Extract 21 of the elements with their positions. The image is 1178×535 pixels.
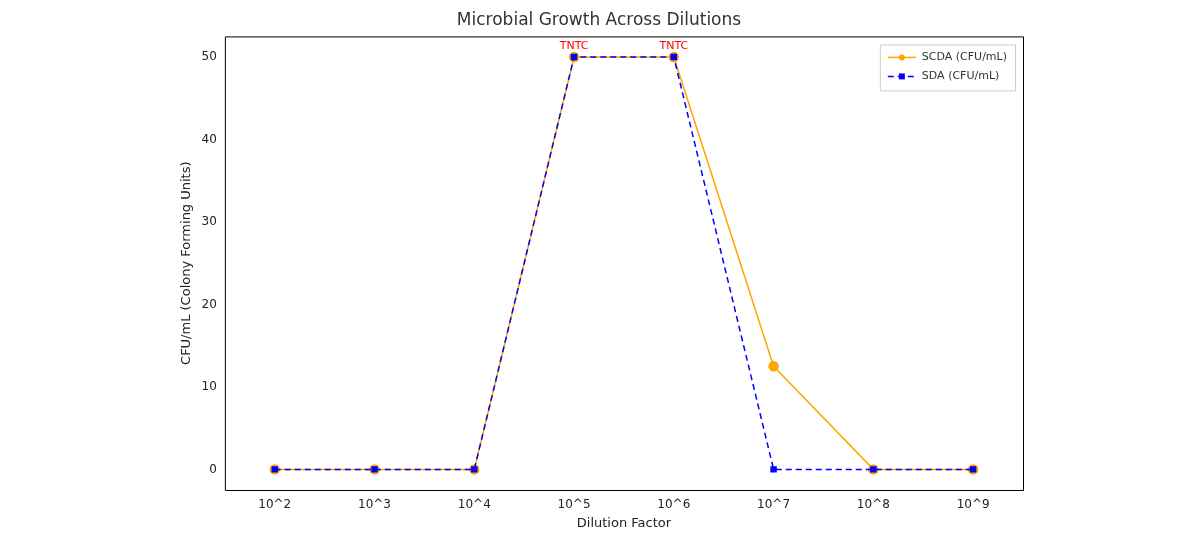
y-tick-label: 50	[201, 49, 217, 64]
y-tick-label: 10	[201, 379, 217, 394]
x-axis-title: Dilution Factor	[576, 514, 672, 530]
x-tick-label: 10^9	[956, 497, 990, 512]
x-tick-label: 10^3	[358, 497, 391, 512]
y-tick-label: 40	[201, 131, 217, 146]
y-axis-title: CFU/mL (Colony Forming Units)	[178, 161, 194, 365]
x-tick-label: 10^4	[457, 497, 491, 512]
y-tick-label: 20	[201, 296, 217, 311]
x-tick-label: 10^2	[258, 497, 292, 512]
y-tick-label: 0	[209, 461, 217, 476]
x-tick-label: 10^7	[757, 497, 791, 512]
x-tick-label: 10^5	[557, 497, 591, 512]
annotation: TNTC	[558, 39, 589, 53]
chart-title: Microbial Growth Across Dilutions	[456, 8, 742, 29]
x-tick-label: 10^8	[856, 497, 890, 512]
legend-label: SCDA (CFU/mL)	[921, 50, 1007, 64]
y-tick-label: 30	[201, 214, 217, 229]
x-tick-label: 10^6	[657, 497, 691, 512]
legend-label: SDA (CFU/mL)	[921, 69, 1000, 83]
annotation: TNTC	[658, 39, 689, 53]
